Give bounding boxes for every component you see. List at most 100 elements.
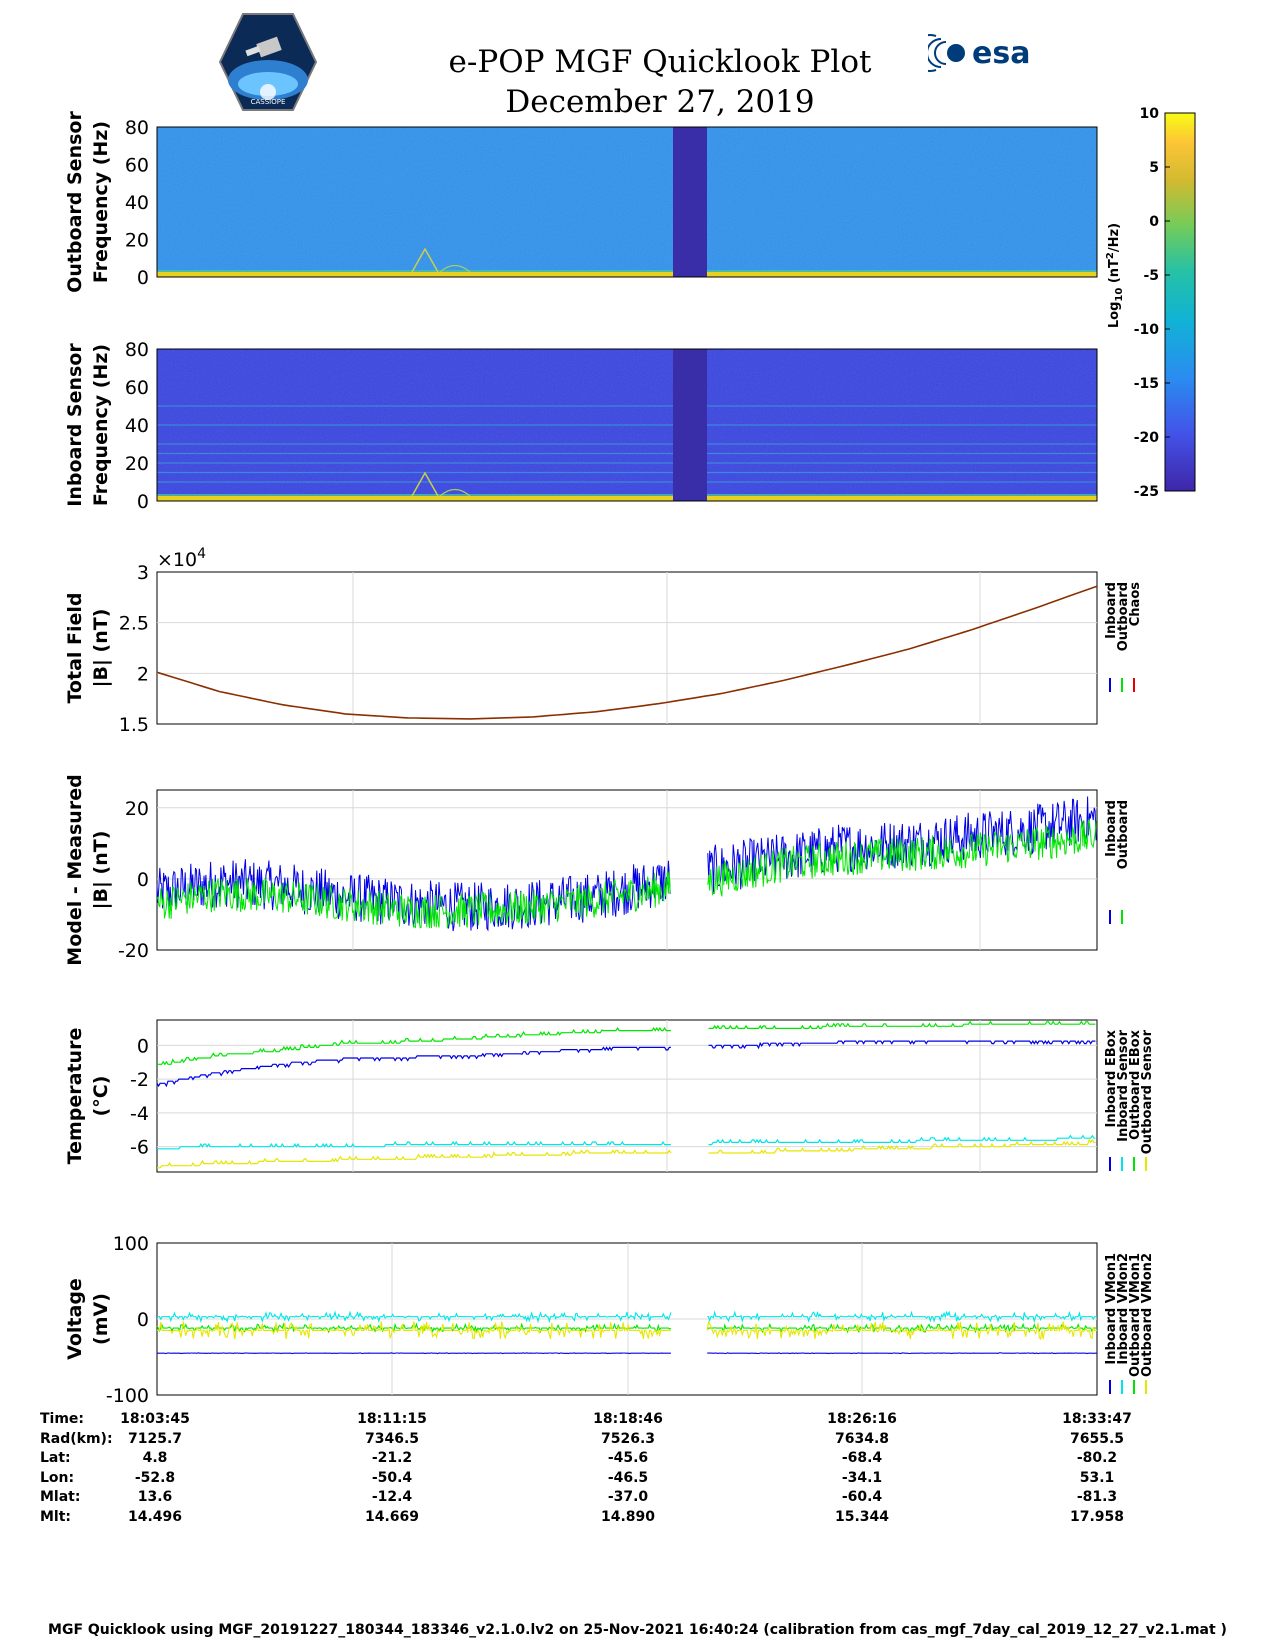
inboard-spectrogram-transient-2 bbox=[439, 488, 471, 497]
legend-label: Outboard bbox=[1116, 582, 1131, 651]
colorbar-tick-label: -10 bbox=[1134, 322, 1160, 338]
inboard-spectrogram-ylabel-line-1: Frequency (Hz) bbox=[90, 344, 112, 506]
colorbar-tick-label: 0 bbox=[1149, 214, 1159, 230]
model-minus-measured-ylabel: Model - Measured |B| (nT) bbox=[64, 774, 112, 965]
y-tick-label: 60 bbox=[125, 155, 149, 177]
y-tick-label: 100 bbox=[113, 1233, 149, 1255]
y-tick-label: 0 bbox=[137, 491, 149, 513]
voltage-ylabel: Voltage (mV) bbox=[64, 1278, 112, 1360]
temperature-ylabel: Temperature (°C) bbox=[64, 1028, 112, 1165]
footer-caption: MGF Quicklook using MGF_20191227_180344_… bbox=[48, 1622, 1227, 1638]
outboard-spectrogram-data-gap bbox=[673, 127, 707, 277]
orbit-cell: -12.4 bbox=[371, 1489, 413, 1505]
y-tick-label: -20 bbox=[118, 940, 149, 962]
orbit-cell: 18:03:45 bbox=[120, 1411, 190, 1427]
voltage-ylabel-line-1: (mV) bbox=[90, 1293, 112, 1345]
outboard-spectrogram-transient bbox=[411, 247, 439, 273]
legend-label: Inboard EBox bbox=[1104, 1029, 1119, 1127]
colorbar-tick-label: -5 bbox=[1143, 268, 1159, 284]
outboard-spectrogram-transient-2 bbox=[439, 264, 471, 273]
orbit-cell: -46.5 bbox=[607, 1469, 649, 1486]
series-inboard-vmon2-line bbox=[157, 1310, 1097, 1324]
y-tick-label: 40 bbox=[125, 192, 149, 214]
colorbar bbox=[1164, 112, 1196, 492]
y-tick-label: 3 bbox=[137, 562, 149, 584]
legend-label: Outboard Sensor bbox=[1140, 1029, 1155, 1154]
y-tick-label: 80 bbox=[125, 339, 149, 361]
total-field-ylabel-line-0: Total Field bbox=[64, 592, 86, 703]
orbit-row-label: Mlt: bbox=[40, 1508, 72, 1525]
esa-logo-text: esa bbox=[972, 36, 1030, 71]
y-tick-label: 60 bbox=[125, 377, 149, 399]
outboard-spectrogram-lowfreq-band bbox=[157, 272, 1097, 277]
legend-entry: Inboard VMon1 bbox=[1104, 1253, 1119, 1365]
orbit-cell: 53.1 bbox=[1079, 1469, 1115, 1486]
orbit-row-label: Mlat: bbox=[40, 1489, 81, 1505]
series-inboard-ebox-line bbox=[156, 1020, 1096, 1066]
legend-entry: Inboard bbox=[1104, 582, 1119, 639]
y-tick-label: -4 bbox=[130, 1103, 149, 1125]
orbit-cell: -37.0 bbox=[607, 1489, 649, 1505]
y-tick-label: 80 bbox=[125, 117, 149, 139]
y-tick-label: 1.5 bbox=[119, 714, 149, 736]
legend-label: Inboard Sensor bbox=[1116, 1029, 1131, 1141]
temperature-ylabel-line-1: (°C) bbox=[90, 1076, 112, 1117]
legend-entry: Chaos bbox=[1128, 582, 1143, 626]
orbit-cell: 18:26:16 bbox=[827, 1411, 897, 1427]
outboard-spectrogram-frame bbox=[156, 126, 1098, 278]
legend-label: Outboard EBox bbox=[1128, 1029, 1143, 1139]
legend-label: Inboard bbox=[1104, 582, 1119, 639]
orbit-cell: -21.2 bbox=[371, 1450, 413, 1466]
temperature-ylabel-line-0: Temperature bbox=[64, 1028, 86, 1165]
orbit-row-label: Rad(km): bbox=[40, 1430, 113, 1447]
orbit-cell: -80.2 bbox=[1076, 1450, 1118, 1466]
series-outboard-ebox-line bbox=[157, 1134, 1096, 1150]
legend-label: Inboard VMon2 bbox=[1116, 1253, 1131, 1365]
orbit-cell: -34.1 bbox=[841, 1469, 883, 1486]
series-inboard-sensor-line bbox=[156, 1039, 1096, 1088]
colorbar-label: Log10 (nT2/Hz) bbox=[1105, 223, 1125, 328]
orbit-row-label: Lat: bbox=[40, 1450, 71, 1466]
legend-entry: Outboard VMon1 bbox=[1128, 1253, 1143, 1377]
series-outboard-sensor-line bbox=[157, 1138, 1096, 1169]
orbit-cell: 7655.5 bbox=[1069, 1430, 1125, 1447]
total-field-line bbox=[156, 585, 1098, 720]
orbit-cell: 14.669 bbox=[364, 1508, 420, 1525]
y-tick-label: 2.5 bbox=[119, 613, 149, 635]
orbit-cell: 7125.7 bbox=[127, 1430, 183, 1447]
orbit-cell: 13.6 bbox=[137, 1489, 173, 1505]
orbit-cell: -52.8 bbox=[134, 1469, 176, 1486]
voltage-ylabel-line-0: Voltage bbox=[64, 1278, 86, 1360]
orbit-cell: -45.6 bbox=[607, 1450, 649, 1466]
orbit-cell: 4.8 bbox=[142, 1450, 168, 1466]
y-tick-label: 0 bbox=[137, 869, 149, 891]
legend-label: Outboard bbox=[1116, 800, 1131, 869]
total-field-ylabel: Total Field |B| (nT) bbox=[64, 592, 112, 703]
outboard-spectrogram bbox=[156, 126, 1098, 278]
outboard-spectrogram-ylabel-line-0: Outboard Sensor bbox=[64, 111, 86, 293]
page-date: December 27, 2019 bbox=[505, 84, 815, 120]
legend-entry: Outboard EBox bbox=[1128, 1029, 1143, 1139]
outboard-spectrogram-ylabel: Outboard Sensor Frequency (Hz) bbox=[64, 111, 112, 293]
colorbar-label-text: Log10 (nT2/Hz) bbox=[1105, 223, 1125, 328]
y-tick-label: 0 bbox=[137, 1035, 149, 1057]
legend-label: Inboard VMon1 bbox=[1104, 1253, 1119, 1365]
orbit-cell: 17.958 bbox=[1069, 1508, 1125, 1525]
orbit-row-label: Time: bbox=[40, 1411, 85, 1427]
colorbar-tick-label: -25 bbox=[1134, 484, 1159, 500]
legend-entry: Outboard VMon2 bbox=[1140, 1253, 1155, 1377]
esa-logo: esa bbox=[928, 34, 1030, 72]
orbit-cell: -81.3 bbox=[1076, 1489, 1118, 1505]
orbit-cell: 18:33:47 bbox=[1062, 1411, 1132, 1427]
series-outboard-line bbox=[156, 819, 1097, 929]
y-tick-label: -2 bbox=[130, 1069, 149, 1091]
inboard-spectrogram-ylabel-line-0: Inboard Sensor bbox=[64, 343, 86, 507]
inboard-spectrogram bbox=[156, 348, 1098, 502]
cassiope-logo-text: CASSIOPE bbox=[251, 98, 286, 106]
model-minus-measured-frame bbox=[156, 789, 1098, 951]
